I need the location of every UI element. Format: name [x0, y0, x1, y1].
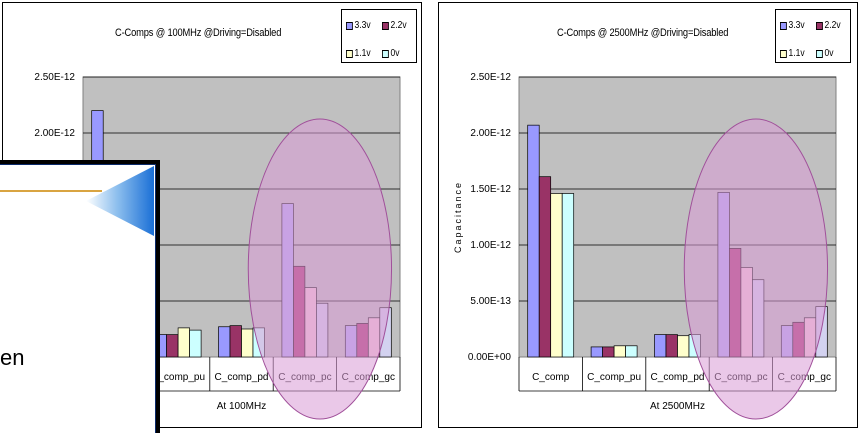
- legend-item-1-1v: 1.1v: [346, 48, 371, 59]
- x-category-label: C_comp_pd: [215, 372, 269, 383]
- bar: [561, 193, 575, 358]
- legend-label: 1.1v: [354, 48, 371, 59]
- bar: [590, 346, 603, 358]
- chart-title: C-Comps @ 2500MHz @Driving=Disabled: [557, 27, 729, 39]
- bar: [550, 193, 563, 358]
- y-tick-label: 2.00E-12: [470, 128, 511, 139]
- legend-swatch: [816, 21, 823, 30]
- x-axis-title: At 100MHz: [217, 401, 266, 412]
- gradient-wedge-graphic: [86, 166, 154, 236]
- bar: [677, 335, 690, 358]
- legend-item-3-3v: 3.3v: [346, 20, 371, 31]
- legend-label: 0v: [390, 48, 400, 59]
- legend-item-3-3v: 3.3v: [780, 20, 805, 31]
- legend-label: 0v: [824, 48, 834, 59]
- chart-title: C-Comps @ 100MHz @Driving=Disabled: [115, 27, 282, 39]
- chart-legend: 3.3v 2.2v 1.1v 0v: [775, 9, 851, 63]
- y-tick-label: 5.00E-13: [470, 296, 511, 307]
- x-category-label: C_comp: [532, 372, 570, 383]
- chart-panel-2500mhz: 0.00E+00 5.00E-13 1.00E-12 1.50E-12 2.00E-12…: [438, 2, 858, 428]
- legend-item-1-1v: 1.1v: [780, 48, 805, 59]
- bar: [665, 334, 678, 358]
- legend-swatch: [780, 49, 787, 58]
- y-tick-label: 1.00E-12: [470, 240, 511, 251]
- x-category-label: C_comp_pu: [151, 372, 205, 383]
- bar: [229, 325, 242, 358]
- y-tick-label: 1.50E-12: [470, 184, 511, 195]
- chart-2500mhz-svg: 0.00E+00 5.00E-13 1.00E-12 1.50E-12 2.00E-12…: [453, 72, 837, 420]
- x-category-label: C_comp_pu: [587, 372, 641, 383]
- overlay-slide-window: [0, 160, 160, 433]
- legend-label: 2.2v: [390, 20, 407, 31]
- legend-label: 3.3v: [788, 20, 805, 31]
- x-category-label: C_comp_pd: [651, 372, 705, 383]
- legend-label: 1.1v: [788, 48, 805, 59]
- legend-label: 3.3v: [354, 20, 371, 31]
- y-axis-title: Capacitance: [453, 181, 463, 253]
- highlight-ellipse: [683, 118, 829, 420]
- legend-item-0v: 0v: [382, 48, 399, 59]
- chart-legend: 3.3v 2.2v 1.1v 0v: [341, 9, 417, 63]
- overlay-text-fragment: en: [0, 345, 25, 370]
- bar: [538, 176, 552, 358]
- legend-swatch: [816, 49, 823, 58]
- bar: [218, 326, 231, 358]
- x-axis-title: At 2500MHz: [650, 401, 705, 412]
- legend-swatch: [346, 21, 353, 30]
- overlay-accent-rule: [0, 190, 102, 192]
- bar: [625, 345, 638, 358]
- bar: [241, 328, 254, 358]
- legend-item-2-2v: 2.2v: [816, 20, 841, 31]
- legend-swatch: [382, 49, 389, 58]
- bar: [602, 346, 615, 358]
- legend-swatch: [780, 21, 787, 30]
- legend-item-0v: 0v: [816, 48, 833, 59]
- legend-swatch: [382, 21, 389, 30]
- legend-item-2-2v: 2.2v: [382, 20, 407, 31]
- bar: [177, 327, 190, 358]
- bar: [527, 124, 540, 358]
- y-tick-label: 0.00E+00: [468, 352, 512, 363]
- y-tick-label: 2.50E-12: [34, 72, 75, 83]
- legend-swatch: [346, 49, 353, 58]
- y-tick-label: 2.50E-12: [470, 72, 511, 83]
- bar: [654, 334, 667, 358]
- bar: [613, 345, 626, 358]
- y-tick-label: 2.00E-12: [34, 128, 75, 139]
- highlight-ellipse: [247, 118, 393, 420]
- bar: [189, 329, 202, 358]
- legend-label: 2.2v: [824, 20, 841, 31]
- bar: [166, 334, 179, 358]
